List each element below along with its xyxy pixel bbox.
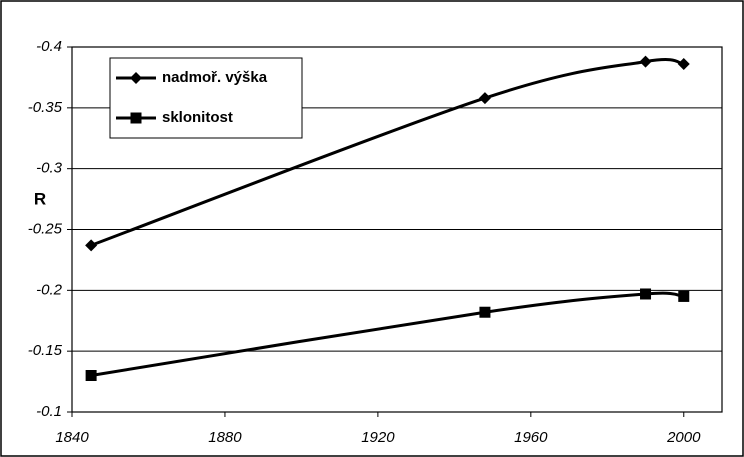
y-tick-label: -0.3 [36,160,63,177]
marker [130,112,142,124]
legend-label: sklonitost [162,109,233,126]
x-tick-label: 1880 [208,429,242,446]
y-tick-label: -0.1 [36,403,62,420]
y-tick-label: -0.2 [36,281,63,298]
y-tick-label: -0.25 [28,220,63,237]
marker [678,290,690,302]
plot-area [71,46,723,413]
marker [85,239,98,252]
y-tick-label: -0.15 [28,342,63,359]
x-tick-label: 1960 [514,429,548,446]
marker [479,306,491,318]
marker [478,92,491,105]
line [90,291,684,377]
marker [85,370,97,381]
legend-label: nadmoř. výška [162,69,268,86]
y-tick-label: -0.35 [28,99,63,116]
legend-box [109,57,303,139]
x-tick-label: 1840 [55,429,89,446]
marker [640,288,652,300]
y-tick-label: -0.4 [36,38,62,55]
x-tick-label: 1920 [361,429,395,446]
y-axis-label: R [34,189,46,208]
marker [639,55,652,68]
marker [677,58,690,71]
x-tick-label: 2000 [666,429,701,446]
marker [130,72,142,84]
